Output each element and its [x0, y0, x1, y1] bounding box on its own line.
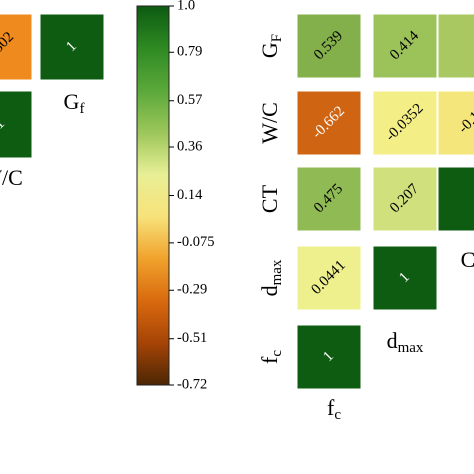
col-label-1-subscript: max — [398, 340, 424, 356]
left-cell-label-2: 1 — [0, 116, 8, 133]
colorbar-tick-label-6: -0.29 — [177, 282, 207, 298]
heatmap-cell-r0-c1 — [372, 13, 438, 79]
col-label-0-subscript: c — [334, 407, 341, 423]
colorbar-tick-label-3: 0.36 — [177, 138, 202, 154]
row-label-3-subscript: max — [269, 259, 285, 285]
colorbar-bar — [136, 5, 170, 386]
row-label-0-subscript: F — [269, 34, 285, 42]
row-label-4-subscript: c — [269, 350, 285, 357]
heatmap-cell-r2-c1 — [372, 166, 438, 232]
row-label-2: CT — [257, 184, 282, 213]
col-label-0: fc — [327, 395, 341, 423]
heatmap-cell-r2-c2 — [437, 166, 474, 232]
heatmap-cell-r0-c2 — [437, 13, 474, 79]
left-cell-0 — [0, 13, 33, 81]
row-label-4: fc — [257, 350, 285, 364]
heatmap-cell-r1-c1 — [372, 90, 438, 156]
left-axis-label-wc-main: W/C — [0, 165, 23, 190]
heatmap-cell-r4-c0 — [296, 324, 362, 390]
colorbar-tick-label-5: -0.075 — [177, 234, 214, 250]
colorbar-tick-label-4: 0.14 — [177, 187, 203, 203]
left-axis-label-wc: W/C — [0, 165, 23, 190]
col-label-1: dmax — [387, 328, 424, 356]
row-label-2-main: CT — [257, 184, 282, 213]
right-heatmap-panel: 0.539 0.414-0.662 -0.0352 -0.10.475 0.2070.0… — [257, 13, 474, 423]
colorbar: 1.0 0.79 0.57 0.36 0.14 -0.075 -0.29 -0.51 -0.72 — [136, 0, 214, 392]
col-label-2-main: C — [461, 247, 474, 272]
heatmap-cell-r3-c0 — [296, 245, 362, 311]
colorbar-tick-label-1: 0.79 — [177, 44, 202, 60]
row-label-0-main: G — [257, 42, 282, 58]
col-label-0-main: f — [327, 395, 335, 420]
heatmap-cell-r1-c2 — [437, 90, 474, 156]
row-label-0: GF — [257, 34, 285, 58]
colorbar-tick-label-2: 0.57 — [177, 92, 202, 108]
row-label-1: W/C — [257, 102, 282, 144]
heatmap-cell-r3-c1 — [372, 245, 438, 311]
left-axis-label-gf: Gf — [64, 89, 85, 117]
row-label-3: dmax — [257, 259, 285, 296]
heatmap-cell-r0-c0 — [296, 13, 362, 79]
col-label-1-main: d — [387, 328, 398, 353]
row-label-1-main: W/C — [257, 102, 282, 144]
colorbar-tick-label-8: -0.72 — [177, 376, 207, 392]
left-axis-label-gf-main: G — [64, 89, 80, 114]
row-label-3-main: d — [257, 285, 282, 296]
heatmap-cell-r1-c0 — [296, 90, 362, 156]
col-label-2: C — [461, 247, 474, 272]
left-cell-2 — [0, 90, 33, 159]
heatmap-cell-r2-c0 — [296, 166, 362, 232]
left-axis-label-gf-subscript: f — [79, 101, 84, 117]
colorbar-tick-label-7: -0.51 — [177, 330, 207, 346]
left-heatmap-panel: 0.30211GfW/C — [0, 13, 105, 190]
row-label-4-main: f — [257, 356, 282, 364]
colorbar-tick-label-0: 1.0 — [177, 0, 195, 13]
left-cell-1 — [39, 13, 105, 81]
